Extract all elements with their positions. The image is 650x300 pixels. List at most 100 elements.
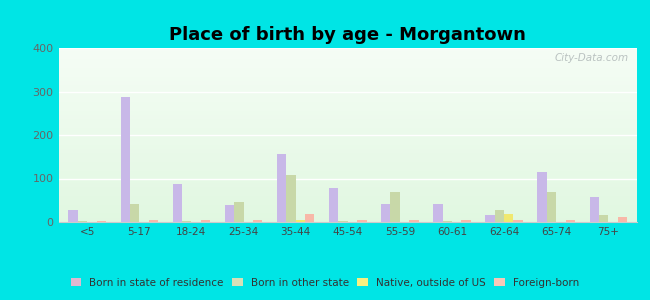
Bar: [58, 116, 637, 117]
Bar: [462, 220, 471, 222]
Bar: [58, 57, 637, 58]
Bar: [58, 194, 637, 195]
Bar: [58, 201, 637, 202]
Bar: [58, 147, 637, 148]
Bar: [58, 62, 637, 63]
Bar: [58, 79, 637, 80]
Bar: [58, 199, 637, 200]
Bar: [58, 193, 637, 194]
Bar: [58, 96, 637, 97]
Bar: [97, 221, 106, 222]
Bar: [58, 85, 637, 86]
Bar: [58, 65, 637, 66]
Bar: [58, 164, 637, 165]
Bar: [357, 220, 367, 222]
Bar: [495, 210, 504, 222]
Bar: [58, 197, 637, 198]
Bar: [58, 52, 637, 53]
Bar: [58, 118, 637, 119]
Bar: [58, 127, 637, 128]
Bar: [58, 163, 637, 164]
Bar: [58, 184, 637, 185]
Bar: [58, 165, 637, 166]
Bar: [58, 115, 637, 116]
Bar: [58, 106, 637, 107]
Bar: [58, 71, 637, 72]
Bar: [58, 128, 637, 129]
Bar: [58, 49, 637, 50]
Bar: [58, 129, 637, 130]
Bar: [58, 158, 637, 159]
Bar: [58, 196, 637, 197]
Bar: [58, 141, 637, 142]
Bar: [58, 67, 637, 68]
Bar: [58, 208, 637, 209]
Bar: [590, 197, 599, 222]
Bar: [58, 85, 637, 86]
Bar: [486, 215, 495, 222]
Bar: [58, 139, 637, 140]
Bar: [58, 166, 637, 167]
Bar: [58, 191, 637, 192]
Bar: [58, 78, 637, 79]
Bar: [58, 180, 637, 181]
Bar: [58, 181, 637, 182]
Bar: [329, 188, 339, 222]
Bar: [58, 101, 637, 102]
Bar: [58, 74, 637, 75]
Bar: [514, 220, 523, 222]
Bar: [58, 161, 637, 162]
Bar: [58, 186, 637, 187]
Bar: [58, 87, 637, 88]
Bar: [58, 220, 637, 221]
Bar: [58, 204, 637, 205]
Bar: [58, 153, 637, 154]
Bar: [58, 177, 637, 178]
Bar: [58, 111, 637, 112]
Bar: [58, 187, 637, 188]
Bar: [58, 91, 637, 92]
Bar: [58, 133, 637, 134]
Bar: [58, 145, 637, 146]
Bar: [381, 204, 391, 222]
Bar: [58, 83, 637, 84]
Bar: [339, 221, 348, 222]
Bar: [618, 217, 627, 222]
Bar: [58, 142, 637, 143]
Legend: Born in state of residence, Born in other state, Native, outside of US, Foreign-: Born in state of residence, Born in othe…: [66, 274, 584, 292]
Bar: [58, 203, 637, 204]
Bar: [58, 188, 637, 189]
Bar: [58, 72, 637, 73]
Bar: [58, 105, 637, 106]
Bar: [58, 86, 637, 87]
Bar: [58, 148, 637, 149]
Bar: [58, 214, 637, 215]
Bar: [58, 217, 637, 218]
Bar: [58, 51, 637, 52]
Bar: [58, 58, 637, 59]
Bar: [58, 149, 637, 150]
Bar: [58, 205, 637, 206]
Bar: [58, 170, 637, 171]
Bar: [58, 174, 637, 175]
Bar: [58, 131, 637, 132]
Bar: [58, 112, 637, 113]
Bar: [58, 123, 637, 124]
Bar: [443, 221, 452, 222]
Bar: [58, 48, 637, 49]
Bar: [296, 220, 305, 222]
Bar: [58, 95, 637, 96]
Bar: [58, 114, 637, 115]
Bar: [58, 207, 637, 208]
Bar: [58, 154, 637, 155]
Bar: [130, 204, 139, 222]
Bar: [391, 192, 400, 222]
Bar: [433, 204, 443, 222]
Bar: [58, 50, 637, 51]
Bar: [201, 220, 210, 222]
Bar: [58, 89, 637, 90]
Bar: [58, 90, 637, 91]
Bar: [58, 63, 637, 64]
Bar: [58, 192, 637, 193]
Bar: [58, 61, 637, 62]
